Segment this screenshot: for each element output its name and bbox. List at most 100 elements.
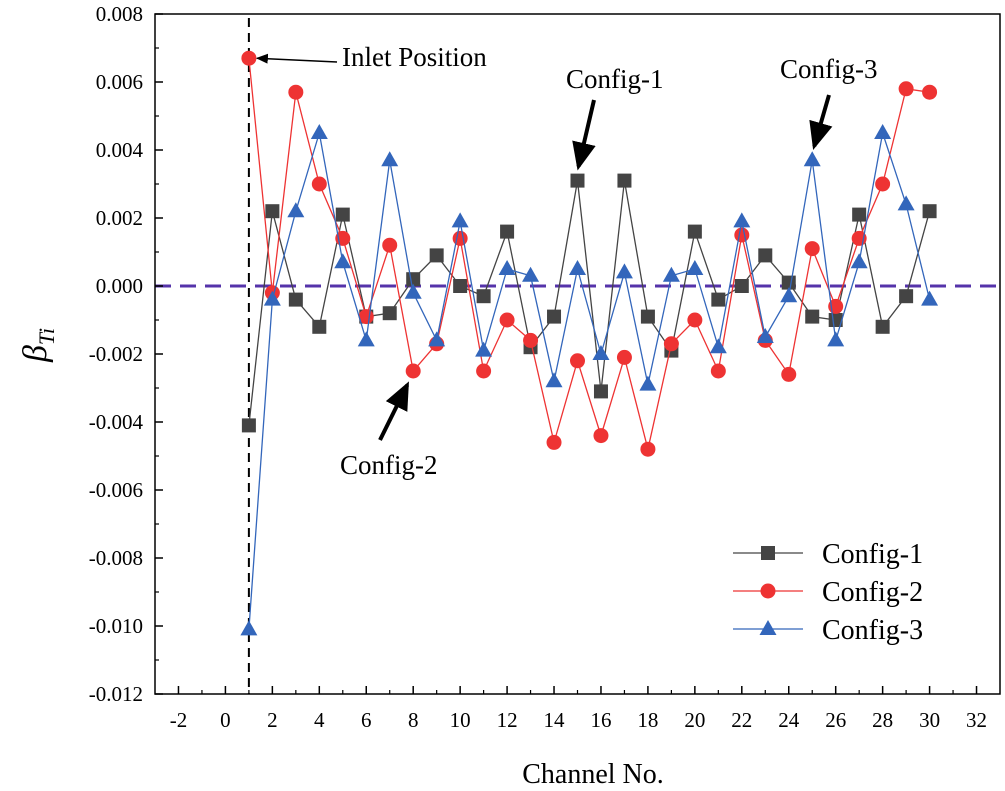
config-2-point <box>781 366 797 382</box>
svg-text:βTi: βTi <box>17 328 59 363</box>
config-1-point <box>570 173 585 188</box>
config-3-point <box>263 290 281 306</box>
x-tick-label: 14 <box>544 708 566 732</box>
config-1-point <box>241 418 256 433</box>
y-tick-label: 0.000 <box>96 274 143 298</box>
config-3-point <box>897 195 915 211</box>
config-2-point <box>687 312 703 328</box>
config-3-point <box>498 260 516 275</box>
config-3-point <box>592 345 610 360</box>
config-2-point <box>382 237 398 253</box>
config-2-point <box>804 241 820 257</box>
config-1-point <box>476 289 491 304</box>
config-2-point <box>288 84 304 100</box>
config-1-point <box>922 204 937 219</box>
config-1-line <box>248 180 931 426</box>
config-1-point <box>687 224 702 239</box>
config-3-series <box>240 124 939 636</box>
annotation-config-3: Config-3 <box>780 54 878 84</box>
config-3-point <box>662 266 680 282</box>
config-3-point <box>615 263 633 279</box>
y-tick-label: 0.004 <box>96 138 144 162</box>
legend-marker-config-3 <box>759 620 777 635</box>
config-2-point <box>499 312 515 328</box>
config-1-point <box>617 173 632 188</box>
y-tick-label: -0.004 <box>89 410 144 434</box>
y-tick-label: 0.002 <box>96 206 143 230</box>
config-3-point <box>850 253 868 269</box>
y-tick-label: -0.008 <box>89 546 143 570</box>
config-2-point <box>663 336 679 352</box>
annotation-config-3-arrow <box>809 94 833 151</box>
legend-marker-config-1 <box>761 546 775 560</box>
config-3-point <box>381 151 399 167</box>
y-tick-label: -0.002 <box>89 342 143 366</box>
config-1-point <box>734 279 749 293</box>
config-2-point <box>241 50 257 66</box>
config-3-point <box>921 290 939 306</box>
config-2-point <box>476 363 492 379</box>
series-layer <box>240 50 939 636</box>
config-1-point <box>805 309 820 324</box>
config-3-point <box>451 212 469 228</box>
config-2-point <box>523 332 539 348</box>
config-1-point <box>852 207 867 222</box>
x-tick-label: 28 <box>872 708 893 732</box>
config-1-point <box>711 292 726 307</box>
x-tick-label: -2 <box>170 708 188 732</box>
config-2-point <box>593 428 609 444</box>
x-axis-title: Channel No. <box>522 759 664 790</box>
config-3-point <box>686 260 704 275</box>
config-3-point <box>334 253 352 269</box>
reference-lines <box>155 18 1000 694</box>
config-3-point <box>569 260 586 275</box>
y-axis-title-sub: Ti <box>34 328 59 345</box>
config-2-point <box>570 353 585 369</box>
x-tick-label: 20 <box>684 708 705 732</box>
config-1-point <box>288 292 303 307</box>
config-3-point <box>780 287 798 303</box>
config-3-point <box>475 341 493 357</box>
config-1-point <box>335 207 350 222</box>
config-3-point <box>874 124 892 139</box>
config-2-point <box>898 81 914 97</box>
legend-marker-config-2 <box>760 583 776 599</box>
config-2-point <box>616 349 632 365</box>
config-3-point <box>522 266 540 282</box>
config-1-point <box>453 279 468 293</box>
y-tick-label: -0.012 <box>89 682 143 706</box>
config-1-point <box>429 248 444 263</box>
y-axis-title-main: β <box>17 345 54 363</box>
config-3-point <box>756 328 774 343</box>
config-1-point <box>265 204 280 219</box>
config-1-point <box>312 319 327 334</box>
config-2-point <box>640 441 656 457</box>
y-tick-label: -0.006 <box>89 478 143 502</box>
legend-label-config-3: Config-3 <box>822 615 923 646</box>
config-1-point <box>382 306 397 321</box>
x-tick-label: 30 <box>919 708 940 732</box>
config-2-point <box>922 84 938 100</box>
config-3-point <box>357 331 375 347</box>
y-axis-title: βTi <box>17 328 59 363</box>
config-2-point <box>405 363 421 379</box>
annotation-config-1-arrow <box>572 99 596 171</box>
config-2-point <box>311 176 327 192</box>
config-2-point <box>710 363 726 379</box>
x-tick-label: 10 <box>450 708 471 732</box>
config-2-point <box>546 434 562 450</box>
x-tick-label: 8 <box>408 708 419 732</box>
x-tick-label: 2 <box>267 708 278 732</box>
y-tick-label: -0.010 <box>89 614 143 638</box>
config-3-point <box>404 283 422 299</box>
x-tick-label: 16 <box>590 708 611 732</box>
config-1-point <box>500 224 515 239</box>
annotation-config-1: Config-1 <box>566 64 664 94</box>
config-3-point <box>310 124 328 139</box>
config-2-series <box>241 50 938 457</box>
config-3-point <box>709 338 727 354</box>
annotation-inlet-position: Inlet Position <box>342 42 487 72</box>
legend: Config-1 Config-2 Config-3 <box>733 539 923 646</box>
config-1-point <box>758 248 773 263</box>
